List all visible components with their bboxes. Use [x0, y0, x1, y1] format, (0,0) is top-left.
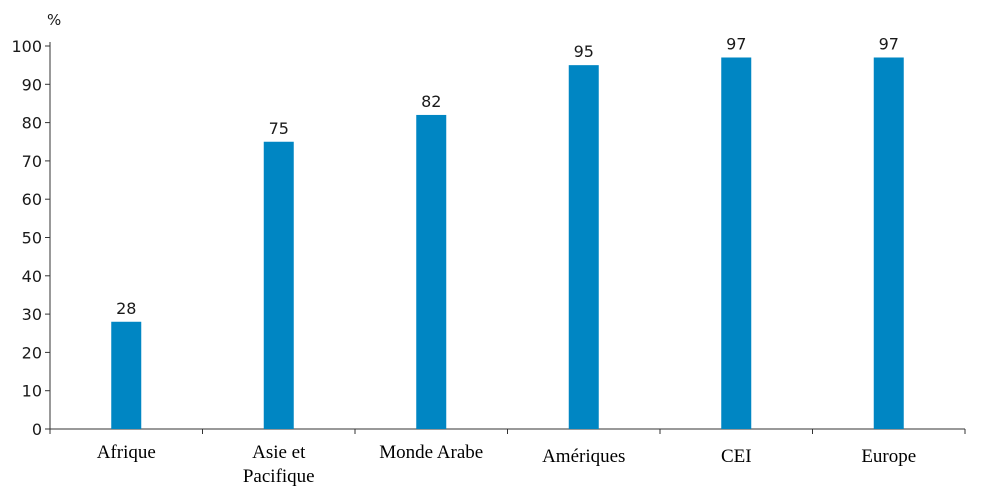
y-tick-label: 10	[22, 382, 42, 401]
y-tick-label: 30	[22, 305, 42, 324]
x-category-label: Pacifique	[243, 466, 315, 487]
bar	[873, 57, 904, 430]
y-axis-unit-label: %	[47, 11, 61, 29]
bar	[263, 141, 294, 429]
y-tick-label: 80	[22, 114, 42, 133]
bar-value-label: 97	[879, 34, 899, 53]
y-tick-label: 70	[22, 152, 42, 171]
x-axis: Afrique Asie et Pacifique Monde Arabe Amériq…	[49, 428, 966, 487]
x-category-label: Asie et	[252, 442, 306, 463]
y-tick-label: 100	[11, 37, 42, 56]
bar-value-label: 75	[269, 119, 289, 138]
bars-group: 28 75 82 95 97 97	[111, 34, 904, 430]
bar-value-label: 95	[574, 42, 594, 61]
bar-value-label: 28	[116, 299, 136, 318]
bar-value-label: 82	[421, 92, 441, 111]
x-category-label: Europe	[861, 446, 916, 467]
y-tick-label: 0	[32, 420, 42, 439]
bar	[721, 57, 752, 430]
y-tick-label: 20	[22, 343, 42, 362]
x-category-label: Amériques	[542, 446, 625, 467]
x-category-label: Afrique	[97, 442, 156, 463]
bar	[111, 321, 142, 429]
y-tick-label: 90	[22, 75, 42, 94]
x-category-label: Monde Arabe	[379, 442, 483, 463]
y-tick-label: 60	[22, 190, 42, 209]
bar-value-label: 97	[726, 34, 746, 53]
y-axis: 0 10 20 30 40 50 60 70 80 90 100	[11, 37, 51, 439]
y-tick-label: 40	[22, 267, 42, 286]
bar	[416, 114, 447, 429]
bar	[568, 65, 599, 430]
x-category-label: CEI	[721, 446, 752, 467]
y-tick-label: 50	[22, 229, 42, 248]
